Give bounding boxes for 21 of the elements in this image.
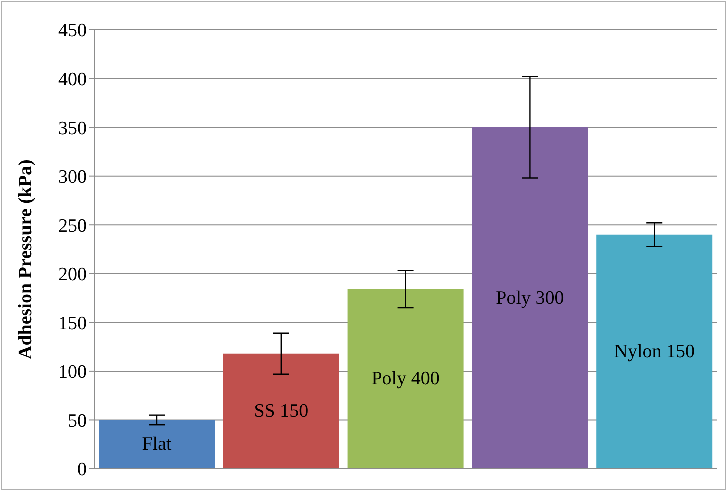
y-tick-label: 250 <box>58 216 87 237</box>
x-tick-label: Nylon 150 <box>614 341 695 362</box>
y-tick-label: 350 <box>58 118 87 140</box>
y-tick-label: 300 <box>58 167 87 188</box>
x-tick-label: Poly 400 <box>372 368 440 390</box>
y-tick-label: 450 <box>58 20 87 42</box>
y-tick-label: 150 <box>58 313 87 334</box>
y-tick-label: 0 <box>78 460 87 481</box>
bar <box>348 290 464 469</box>
y-tick-label: 50 <box>68 410 87 432</box>
y-tick-label: 400 <box>58 70 87 91</box>
x-tick-label: Flat <box>142 434 172 456</box>
x-tick-label: SS 150 <box>254 400 309 422</box>
bar <box>223 354 340 469</box>
x-tick-label: Poly 300 <box>496 288 564 309</box>
bar <box>99 420 215 469</box>
y-axis-title: Adhesion Pressure (kPa) <box>16 160 37 360</box>
y-tick-label: 100 <box>58 362 87 384</box>
y-tick-label: 200 <box>58 264 87 286</box>
bar <box>596 234 713 469</box>
bar <box>472 128 588 469</box>
